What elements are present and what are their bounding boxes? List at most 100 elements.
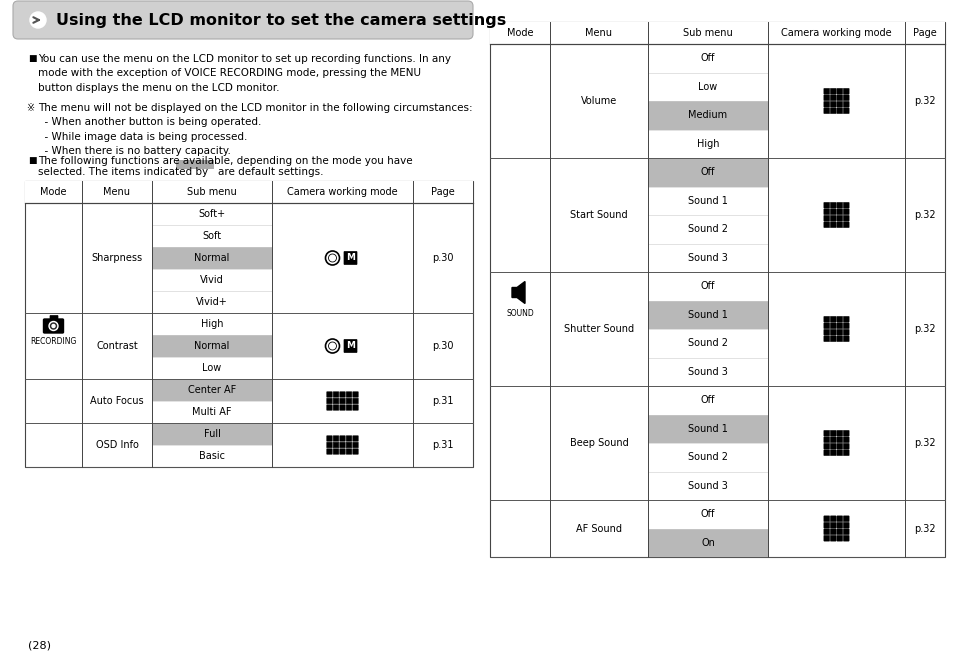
Text: Sound 1: Sound 1 bbox=[687, 310, 727, 319]
FancyBboxPatch shape bbox=[842, 535, 848, 541]
FancyBboxPatch shape bbox=[836, 336, 841, 342]
Text: p.32: p.32 bbox=[913, 324, 935, 334]
Text: Off: Off bbox=[700, 510, 715, 519]
FancyBboxPatch shape bbox=[842, 88, 848, 94]
FancyBboxPatch shape bbox=[823, 95, 829, 100]
FancyBboxPatch shape bbox=[829, 95, 835, 100]
Bar bbox=[175, 160, 213, 169]
Bar bbox=[647, 158, 767, 187]
Text: Sub menu: Sub menu bbox=[682, 28, 732, 38]
FancyBboxPatch shape bbox=[339, 398, 345, 404]
FancyBboxPatch shape bbox=[829, 522, 835, 528]
Text: Sound 1: Sound 1 bbox=[687, 196, 727, 206]
Text: Sharpness: Sharpness bbox=[91, 253, 142, 263]
FancyBboxPatch shape bbox=[346, 405, 352, 411]
Bar bbox=[152, 423, 272, 445]
FancyBboxPatch shape bbox=[333, 449, 338, 454]
Text: ■: ■ bbox=[28, 54, 36, 63]
FancyBboxPatch shape bbox=[829, 316, 835, 322]
Text: Medium: Medium bbox=[688, 110, 727, 120]
Bar bbox=[647, 414, 767, 443]
FancyBboxPatch shape bbox=[836, 450, 841, 455]
FancyBboxPatch shape bbox=[829, 444, 835, 449]
FancyBboxPatch shape bbox=[823, 323, 829, 329]
Text: You can use the menu on the LCD monitor to set up recording functions. In any
mo: You can use the menu on the LCD monitor … bbox=[38, 54, 451, 93]
FancyBboxPatch shape bbox=[829, 329, 835, 335]
Circle shape bbox=[30, 12, 46, 28]
Text: Low: Low bbox=[202, 363, 221, 373]
FancyBboxPatch shape bbox=[836, 323, 841, 329]
FancyBboxPatch shape bbox=[823, 430, 829, 436]
FancyBboxPatch shape bbox=[836, 430, 841, 436]
FancyBboxPatch shape bbox=[836, 522, 841, 528]
FancyBboxPatch shape bbox=[842, 437, 848, 443]
FancyBboxPatch shape bbox=[823, 444, 829, 449]
FancyBboxPatch shape bbox=[333, 405, 338, 411]
FancyBboxPatch shape bbox=[333, 442, 338, 447]
Bar bbox=[152, 247, 272, 269]
FancyBboxPatch shape bbox=[346, 391, 352, 397]
FancyBboxPatch shape bbox=[344, 339, 356, 352]
Text: Normal: Normal bbox=[194, 253, 230, 263]
FancyBboxPatch shape bbox=[823, 516, 829, 521]
FancyBboxPatch shape bbox=[836, 444, 841, 449]
FancyBboxPatch shape bbox=[44, 319, 64, 333]
FancyBboxPatch shape bbox=[842, 222, 848, 228]
FancyBboxPatch shape bbox=[842, 316, 848, 322]
Text: High: High bbox=[696, 139, 719, 148]
FancyBboxPatch shape bbox=[333, 436, 338, 442]
Circle shape bbox=[51, 323, 56, 329]
FancyBboxPatch shape bbox=[823, 215, 829, 221]
FancyBboxPatch shape bbox=[13, 1, 473, 39]
Text: selected. The items indicated by: selected. The items indicated by bbox=[38, 167, 208, 177]
FancyBboxPatch shape bbox=[842, 108, 848, 114]
FancyBboxPatch shape bbox=[842, 444, 848, 449]
FancyBboxPatch shape bbox=[346, 436, 352, 442]
Text: Camera working mode: Camera working mode bbox=[287, 187, 397, 197]
FancyBboxPatch shape bbox=[823, 102, 829, 107]
FancyBboxPatch shape bbox=[836, 88, 841, 94]
Text: Soft: Soft bbox=[202, 231, 221, 241]
Text: Vivid: Vivid bbox=[200, 275, 224, 285]
Text: Camera working mode: Camera working mode bbox=[781, 28, 891, 38]
FancyBboxPatch shape bbox=[829, 88, 835, 94]
FancyBboxPatch shape bbox=[842, 329, 848, 335]
Text: Sound 3: Sound 3 bbox=[687, 480, 727, 491]
Text: Contrast: Contrast bbox=[96, 341, 138, 351]
FancyBboxPatch shape bbox=[836, 102, 841, 107]
Text: The following functions are available, depending on the mode you have: The following functions are available, d… bbox=[38, 156, 413, 166]
Text: p.31: p.31 bbox=[432, 396, 454, 406]
Circle shape bbox=[49, 321, 58, 331]
Text: Sound 2: Sound 2 bbox=[687, 452, 727, 462]
FancyBboxPatch shape bbox=[829, 102, 835, 107]
FancyBboxPatch shape bbox=[836, 203, 841, 208]
Text: The menu will not be displayed on the LCD monitor in the following circumstances: The menu will not be displayed on the LC… bbox=[38, 103, 472, 156]
FancyBboxPatch shape bbox=[829, 516, 835, 521]
FancyBboxPatch shape bbox=[333, 391, 338, 397]
FancyBboxPatch shape bbox=[823, 209, 829, 214]
FancyBboxPatch shape bbox=[842, 203, 848, 208]
Text: Off: Off bbox=[700, 395, 715, 405]
FancyBboxPatch shape bbox=[829, 336, 835, 342]
FancyBboxPatch shape bbox=[842, 323, 848, 329]
FancyBboxPatch shape bbox=[339, 449, 345, 454]
Text: Off: Off bbox=[700, 281, 715, 291]
Text: p.30: p.30 bbox=[432, 341, 454, 351]
Text: Sound 3: Sound 3 bbox=[687, 253, 727, 263]
Text: On: On bbox=[700, 538, 714, 548]
Text: OSD Info: OSD Info bbox=[95, 440, 138, 450]
FancyBboxPatch shape bbox=[823, 336, 829, 342]
FancyBboxPatch shape bbox=[823, 437, 829, 443]
Text: Sound 3: Sound 3 bbox=[687, 367, 727, 377]
FancyBboxPatch shape bbox=[50, 315, 58, 321]
Text: Volume: Volume bbox=[580, 96, 617, 106]
FancyBboxPatch shape bbox=[842, 215, 848, 221]
FancyBboxPatch shape bbox=[836, 316, 841, 322]
FancyBboxPatch shape bbox=[829, 535, 835, 541]
Bar bbox=[647, 101, 767, 129]
Text: Menu: Menu bbox=[103, 187, 131, 197]
Text: ■: ■ bbox=[28, 156, 36, 165]
FancyBboxPatch shape bbox=[829, 437, 835, 443]
Text: Sub menu: Sub menu bbox=[187, 187, 236, 197]
FancyBboxPatch shape bbox=[836, 95, 841, 100]
